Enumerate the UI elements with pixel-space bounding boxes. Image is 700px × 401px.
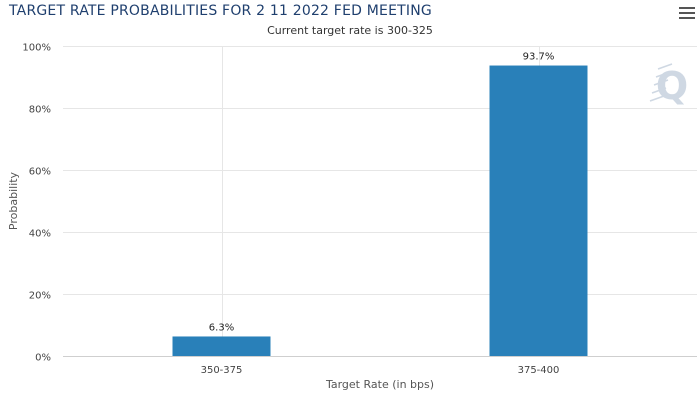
y-axis-title: Probability [7, 171, 20, 230]
watermark-stroke [653, 79, 669, 86]
x-axis-title: Target Rate (in bps) [325, 378, 434, 391]
watermark-stroke [651, 87, 667, 94]
labels: 0% 20% 40% 60% 80% 100% 6.3% 350-375 93.7% 375-40… [7, 43, 559, 392]
y-tick-label: 0% [35, 353, 51, 364]
watermark-letter: Q [656, 64, 688, 108]
x-tick-label: 350-375 [201, 365, 243, 376]
chart-title: TARGET RATE PROBABILITIES FOR 2 11 2022 … [9, 3, 432, 19]
y-tick-label: 20% [29, 291, 51, 302]
hamburger-menu-icon[interactable] [679, 7, 695, 21]
x-tick-label: 375-400 [518, 365, 560, 376]
y-tick-label: 60% [29, 167, 51, 178]
bar-350-375 [172, 336, 271, 356]
chart-subtitle: Current target rate is 300-325 [267, 24, 433, 37]
y-tick-label: 40% [29, 229, 51, 240]
watermark-stroke [649, 95, 665, 102]
watermark-logo: Q [649, 63, 688, 108]
watermark-stroke [657, 63, 673, 70]
y-tick-label: 100% [22, 43, 51, 54]
watermark-stroke [655, 71, 671, 78]
data-label: 6.3% [209, 322, 234, 333]
bar-375-400 [489, 65, 588, 356]
y-tick-label: 80% [29, 105, 51, 116]
bars [172, 65, 588, 356]
gridlines [63, 46, 697, 357]
data-label: 93.7% [523, 52, 555, 63]
